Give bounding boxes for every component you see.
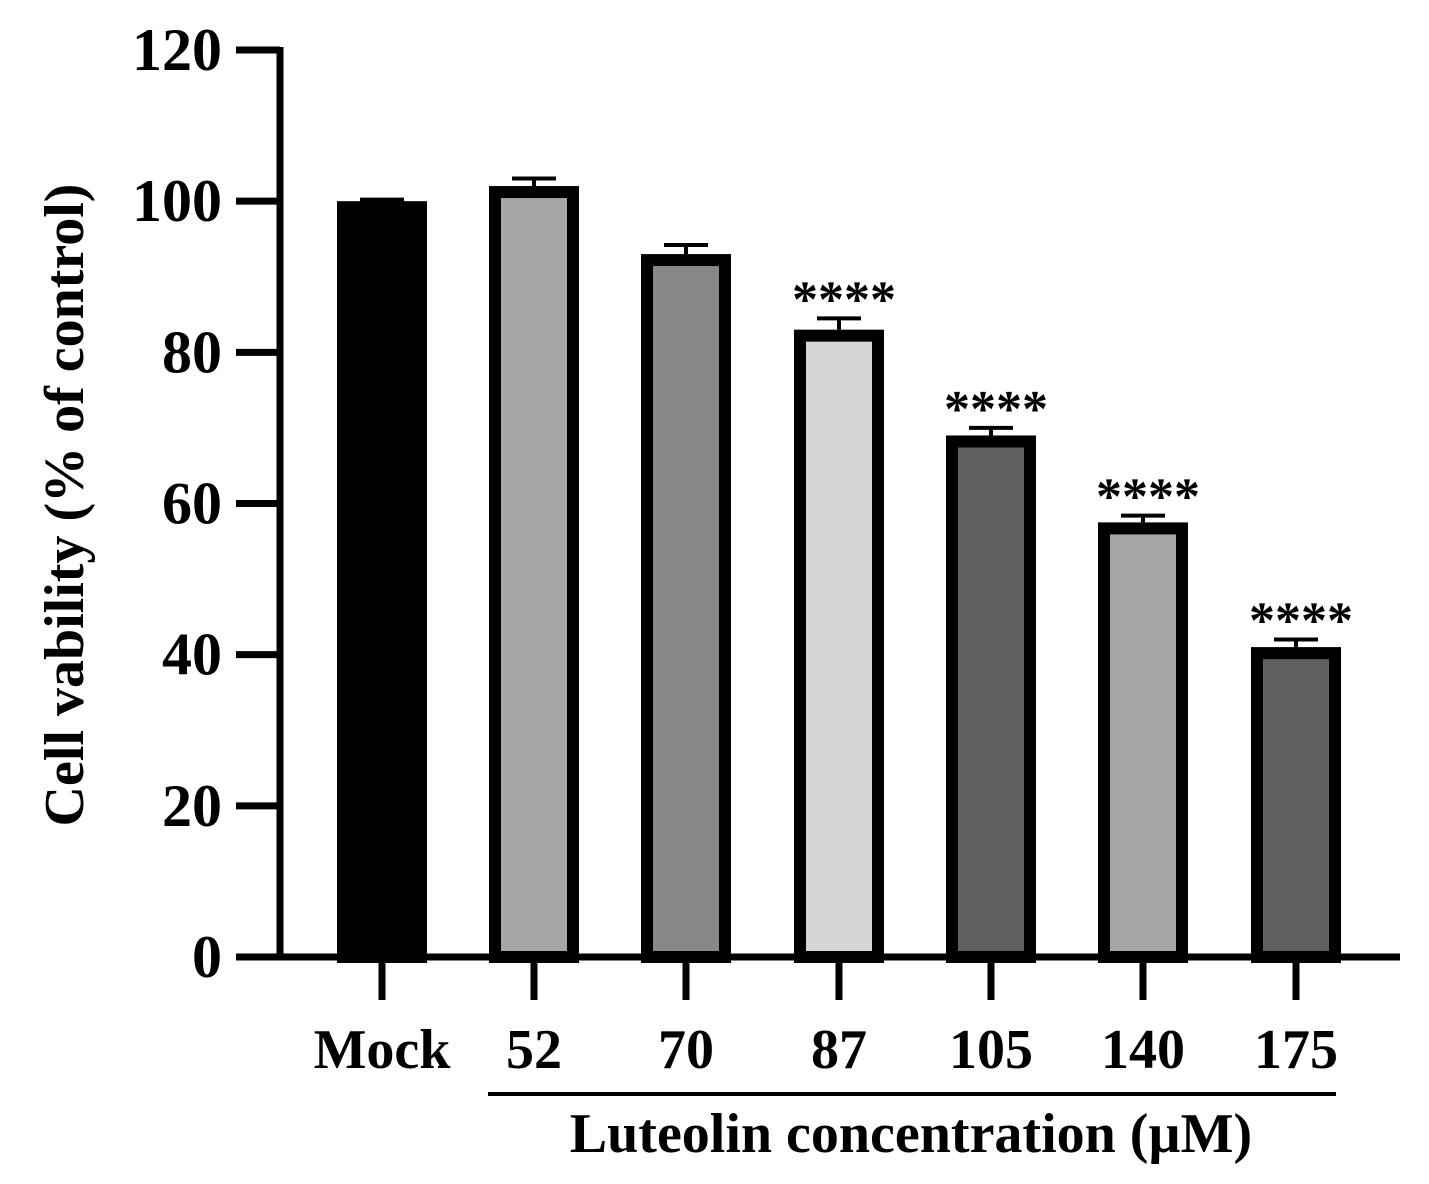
significance-marker-87: **** [792, 271, 896, 328]
x-tick-label-105: 105 [949, 1019, 1033, 1081]
y-tick-label-80: 80 [162, 319, 222, 385]
bar-52 [489, 186, 579, 964]
x-axis-label: Luteolin concentration (µM) [570, 1103, 1252, 1165]
y-tick-label-60: 60 [162, 471, 222, 537]
y-tick-label-120: 120 [132, 17, 222, 83]
y-axis-label: Cell vability (% of control) [34, 184, 96, 827]
bar-140 [1098, 522, 1188, 963]
bar-70 [641, 254, 731, 963]
x-tick-label-175: 175 [1254, 1019, 1338, 1081]
x-tick-label-87: 87 [811, 1019, 867, 1081]
significance-marker-105: **** [944, 381, 1048, 438]
y-tick-label-40: 40 [162, 622, 222, 688]
axes-group [236, 46, 1400, 1000]
y-tick-label-100: 100 [132, 168, 222, 234]
significance-marker-140: **** [1096, 469, 1200, 526]
bar-105 [946, 435, 1036, 964]
bars-group [337, 176, 1341, 964]
significance-marker-175: **** [1249, 593, 1353, 650]
x-tick-label-70: 70 [658, 1019, 714, 1081]
x-tick-label-140: 140 [1101, 1019, 1185, 1081]
x-tick-label-52: 52 [506, 1019, 562, 1081]
bar-Mock [337, 201, 427, 963]
bar-87 [794, 329, 884, 963]
labels-group: Mock 52 70 **** 87 **** 105 **** 140 **** 175 0 20 40… [132, 17, 1353, 1081]
y-tick-label-0: 0 [192, 924, 222, 990]
y-tick-label-20: 20 [162, 773, 222, 839]
x-tick-label-Mock: Mock [314, 1019, 452, 1081]
bar-175 [1251, 647, 1341, 963]
